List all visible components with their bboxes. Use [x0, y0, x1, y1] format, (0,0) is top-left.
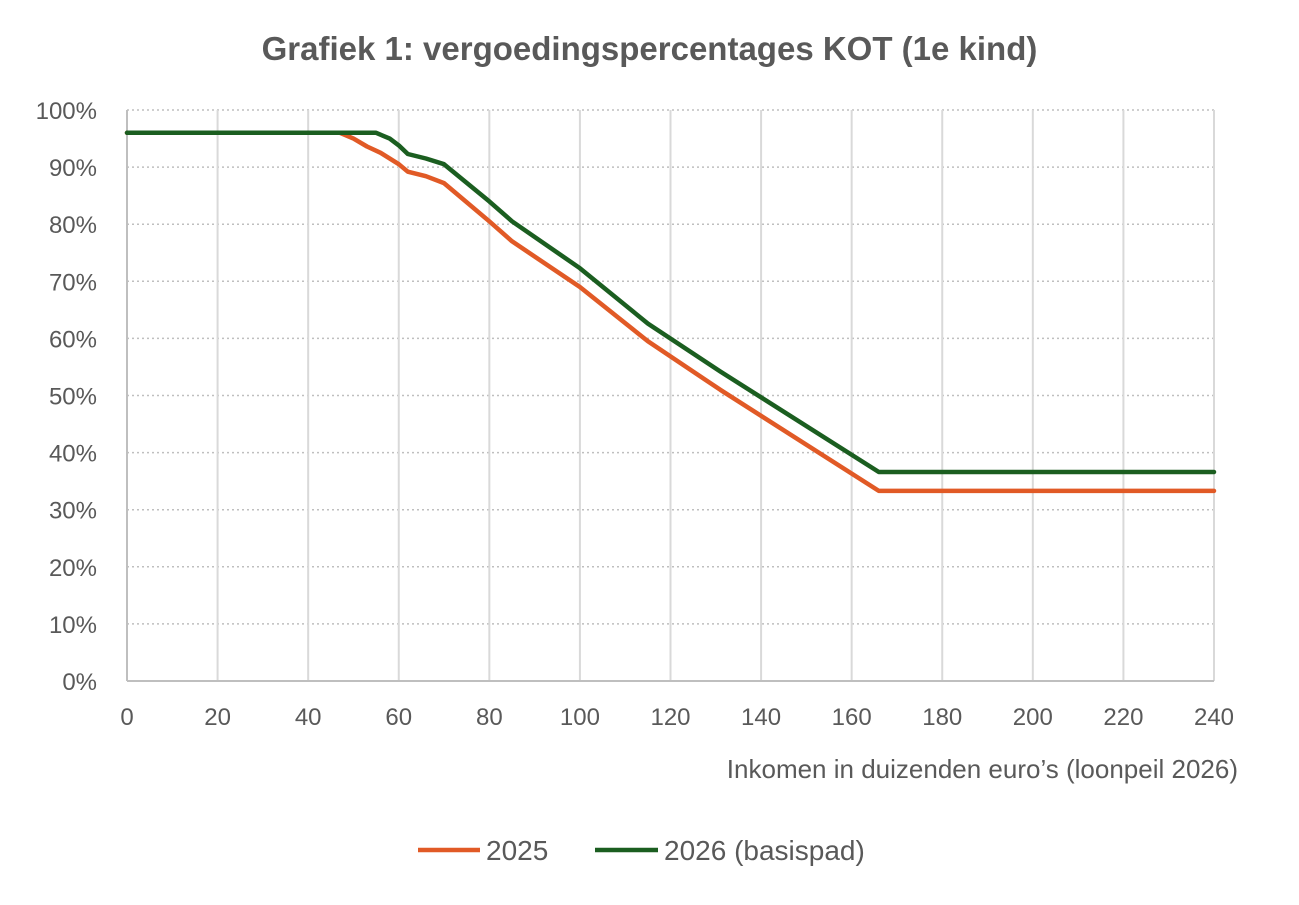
x-tick-label: 0 — [120, 704, 133, 731]
x-tick-label: 80 — [476, 704, 503, 731]
y-tick-label: 70% — [49, 269, 97, 296]
series-line-2026 — [124, 130, 1217, 475]
x-tick-label: 100 — [560, 704, 600, 731]
legend-label: 2025 — [486, 835, 548, 866]
chart-title: Grafiek 1: vergoedingspercentages KOT (1… — [262, 30, 1038, 67]
y-tick-label: 50% — [49, 384, 97, 411]
series-lines — [124, 130, 1217, 494]
y-tick-label: 100% — [36, 98, 97, 125]
x-tick-label: 180 — [922, 704, 962, 731]
y-tick-label: 0% — [62, 669, 97, 696]
tick-labels: 0% 10% 20% 30% 40% 50% 60% 70% 80% 90% 100% 0 20 40 60… — [36, 98, 1234, 731]
x-tick-label: 60 — [385, 704, 412, 731]
grid-lines — [127, 109, 1215, 681]
x-axis-label: Inkomen in duizenden euro’s (loonpeil 20… — [727, 754, 1238, 784]
axes — [126, 110, 1214, 682]
x-tick-label: 140 — [741, 704, 781, 731]
x-tick-label: 160 — [832, 704, 872, 731]
x-tick-label: 200 — [1013, 704, 1053, 731]
x-tick-label: 40 — [295, 704, 322, 731]
y-tick-label: 90% — [49, 155, 97, 182]
legend: 2025 2026 (basispad) — [418, 835, 865, 866]
legend-label: 2026 (basispad) — [664, 835, 865, 866]
y-tick-label: 10% — [49, 612, 97, 639]
y-tick-label: 60% — [49, 326, 97, 353]
x-tick-label: 220 — [1103, 704, 1143, 731]
y-tick-label: 20% — [49, 555, 97, 582]
x-tick-label: 120 — [650, 704, 690, 731]
series-line-2025 — [124, 130, 1217, 494]
y-tick-label: 40% — [49, 441, 97, 468]
x-tick-label: 240 — [1194, 704, 1234, 731]
y-tick-label: 80% — [49, 212, 97, 239]
y-tick-label: 30% — [49, 498, 97, 525]
x-tick-label: 20 — [204, 704, 231, 731]
